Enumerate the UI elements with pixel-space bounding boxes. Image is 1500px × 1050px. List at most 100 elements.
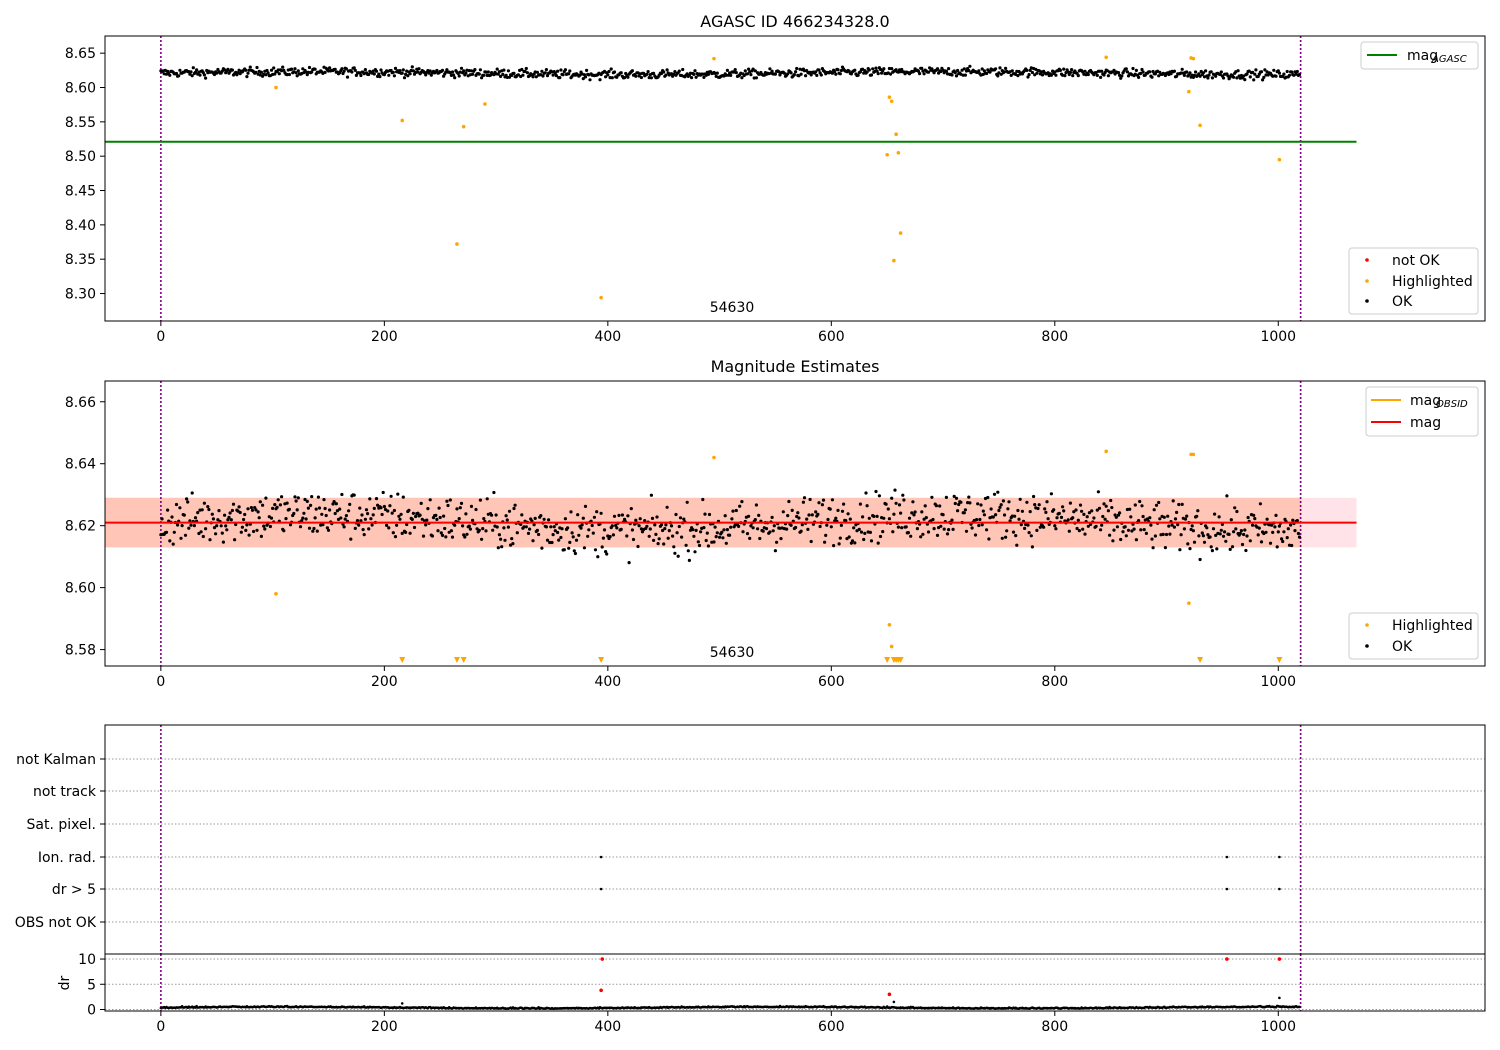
ok-point [1229, 518, 1233, 522]
ok-point [610, 524, 614, 528]
ok-point [343, 517, 347, 521]
ok-point [571, 535, 575, 539]
ok-point [1131, 66, 1135, 71]
ok-point [442, 514, 446, 518]
ok-point [875, 514, 879, 519]
ok-point [404, 530, 408, 535]
ok-point [600, 545, 604, 549]
ok-point [773, 72, 778, 76]
ok-point [941, 513, 945, 517]
panel-magnitude-estimates: Magnitude Estimates 0 200 400 600 800 1000 8.… [65, 357, 1486, 690]
highlighted-point [274, 592, 278, 596]
ok-point [817, 501, 821, 505]
ok-point [539, 514, 543, 518]
ok-point [1150, 75, 1154, 79]
ok-point [316, 495, 320, 499]
ok-point [591, 531, 595, 535]
ok-point [677, 524, 681, 529]
ok-point [393, 535, 398, 539]
ok-point [1297, 72, 1302, 77]
ok-point [734, 508, 738, 513]
ok-point [1236, 69, 1240, 73]
ok-point [1210, 76, 1214, 80]
ok-point [550, 540, 554, 545]
ok-point [1142, 528, 1146, 532]
ok-point [944, 495, 949, 499]
ok-point [294, 71, 298, 75]
ok-point [1076, 518, 1080, 522]
ok-point [382, 504, 386, 509]
ok-point [547, 518, 551, 522]
ok-point [1078, 503, 1083, 507]
ok-point [884, 502, 888, 506]
ok-point [702, 526, 706, 530]
ok-point [1025, 500, 1029, 504]
ok-point [1253, 72, 1257, 76]
ok-point [654, 532, 658, 537]
ok-point [1030, 545, 1034, 549]
ok-point [634, 518, 638, 522]
ok-point [271, 506, 275, 510]
ok-point [1290, 70, 1294, 74]
ok-point [502, 68, 506, 72]
ok-point [923, 504, 927, 508]
ok-point [1046, 517, 1050, 521]
ok-point [1186, 542, 1190, 546]
ok-point [1004, 66, 1008, 70]
legend-label-mag-red: mag [1410, 415, 1441, 431]
ok-point [1027, 531, 1031, 535]
ok-point [1118, 511, 1122, 515]
ok-point [758, 536, 762, 541]
ok-point [598, 78, 602, 82]
ok-point [461, 524, 465, 528]
ok-point [1182, 73, 1186, 77]
ok-point [787, 499, 791, 504]
ok-point [506, 525, 510, 529]
highlighted-point [712, 455, 716, 460]
highlighted-point [1191, 56, 1196, 61]
highlighted-point [1191, 452, 1196, 457]
ok-point [1123, 525, 1127, 529]
ok-point [738, 504, 742, 508]
ok-point [1209, 545, 1213, 549]
ok-point [1086, 524, 1090, 528]
ok-point [770, 69, 774, 73]
highlighted-point [887, 95, 892, 99]
ok-point [871, 67, 875, 71]
ok-point [281, 65, 285, 69]
ok-point [1215, 547, 1219, 551]
x-tick-label: 0 [156, 674, 165, 690]
ok-point [535, 528, 540, 533]
ok-point [817, 68, 821, 72]
ok-point [1045, 500, 1049, 504]
ok-point [1264, 73, 1268, 77]
ok-point [838, 536, 842, 540]
ok-point [256, 510, 260, 514]
ok-point [185, 497, 189, 501]
ok-point [379, 506, 383, 510]
ok-point [986, 495, 990, 500]
ok-point [1151, 546, 1155, 550]
ok-point [1015, 543, 1019, 547]
ok-point [492, 490, 496, 495]
ok-point [446, 503, 450, 508]
ok-point [268, 524, 272, 529]
ok-point [799, 72, 803, 76]
ok-point [977, 69, 981, 73]
ok-point [1141, 514, 1145, 519]
ok-point [892, 512, 896, 516]
ok-point [573, 551, 578, 556]
ok-point [519, 522, 523, 527]
ok-point [643, 519, 647, 523]
ok-point [287, 72, 291, 77]
ok-point [524, 525, 528, 529]
ok-point [335, 509, 339, 513]
ok-point [1148, 516, 1152, 520]
ok-point [580, 523, 584, 527]
ok-point [490, 513, 494, 517]
ok-point [462, 69, 466, 73]
ok-point [541, 74, 545, 78]
clipped-point-marker [460, 657, 467, 663]
ok-point [1293, 529, 1297, 533]
ok-point [1066, 518, 1070, 522]
